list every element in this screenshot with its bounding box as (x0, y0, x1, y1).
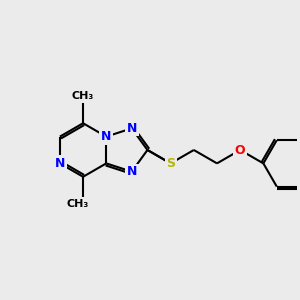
Text: N: N (55, 157, 65, 170)
Text: O: O (235, 143, 245, 157)
Text: CH₃: CH₃ (67, 199, 89, 208)
Text: N: N (127, 165, 137, 178)
Text: N: N (101, 130, 111, 143)
Text: CH₃: CH₃ (72, 92, 94, 101)
Text: S: S (166, 157, 175, 170)
Text: S: S (166, 157, 175, 170)
Text: N: N (127, 122, 137, 135)
